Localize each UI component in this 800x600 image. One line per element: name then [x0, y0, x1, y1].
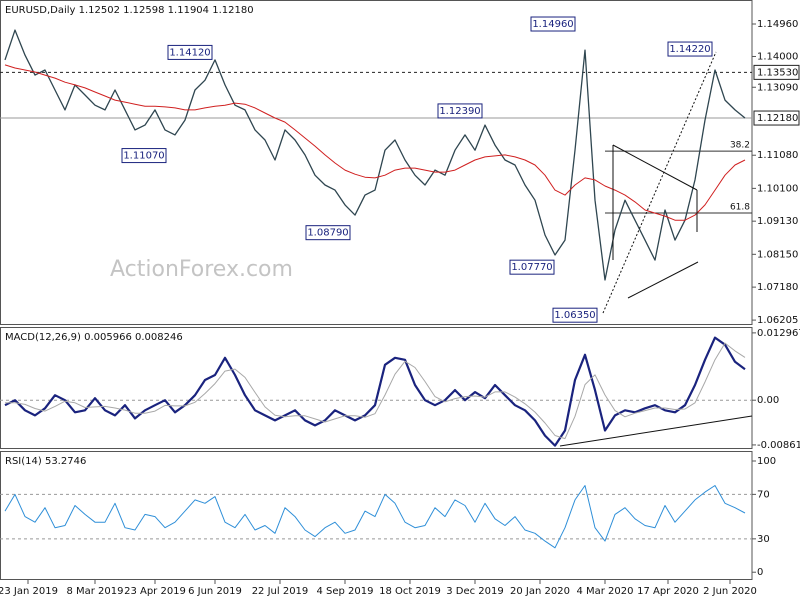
x-tick-label: 18 Oct 2019: [379, 586, 441, 597]
y-tick-label: 1.09130: [757, 216, 798, 227]
y-tick-label: 1.08150: [757, 249, 798, 260]
level-box: [753, 110, 800, 126]
macd-trendline: [559, 415, 753, 447]
annotation-label: 1.08790: [307, 228, 348, 239]
y-tick-label: 1.10100: [757, 183, 798, 194]
panel-frame: [0, 327, 753, 449]
panel-title: MACD(12,26,9) 0.005966 0.008246: [5, 332, 183, 343]
annotation-label: 1.06350: [554, 310, 595, 321]
y-tick-label: 100: [757, 456, 776, 467]
x-tick-label: 23 Apr 2019: [124, 586, 186, 597]
y-tick-label: 1.06205: [757, 315, 798, 326]
annotation-box: [667, 41, 713, 57]
fib-label: 38.2: [730, 141, 750, 151]
panel-title: EURUSD,Daily 1.12502 1.12598 1.11904 1.1…: [5, 5, 254, 16]
panel-frame: [0, 451, 753, 580]
y-tick-label: 0.00: [757, 395, 779, 406]
series-line: [4, 29, 746, 281]
panel-frame: [0, 0, 753, 325]
triangle-upper: [612, 144, 698, 191]
annotation-label: 1.11070: [123, 151, 164, 162]
x-tick-label: 22 Jul 2019: [252, 586, 309, 597]
annotation-box: [305, 225, 351, 241]
y-tick-label: 1.07180: [757, 282, 798, 293]
annotation-label: 1.12390: [439, 106, 480, 117]
y-tick-label: 30: [757, 534, 770, 545]
annotation-box: [530, 16, 576, 32]
x-tick-label: 20 Jan 2020: [510, 586, 570, 597]
annotation-box: [509, 259, 555, 275]
series-line: [4, 336, 746, 447]
y-tick-label: 1.14960: [757, 19, 798, 30]
fib-label: 61.8: [730, 203, 750, 213]
x-tick-label: 2 Jun 2020: [703, 586, 757, 597]
y-tick-label: 1.13090: [757, 82, 798, 93]
panel-title: RSI(14) 53.2746: [5, 456, 86, 467]
level-label: 1.12180: [757, 113, 798, 124]
annotation-box: [552, 307, 598, 323]
x-tick-label: 23 Jan 2019: [0, 586, 58, 597]
x-tick-label: 8 Mar 2019: [66, 586, 123, 597]
annotation-box: [121, 148, 167, 164]
y-tick-label: 1.11080: [757, 150, 798, 161]
y-tick-label: 0: [757, 567, 763, 578]
x-tick-label: 3 Dec 2019: [446, 586, 504, 597]
x-tick-label: 17 Apr 2020: [637, 586, 699, 597]
series-line: [4, 64, 746, 221]
annotation-box: [167, 44, 213, 60]
annotation-box: [437, 103, 483, 119]
y-tick-label: 0.012967: [757, 328, 800, 339]
annotation-label: 1.07770: [511, 262, 552, 273]
drawings: [559, 51, 753, 447]
y-tick-label: -0.008616: [757, 440, 800, 451]
y-tick-label: 1.14000: [757, 51, 798, 62]
level-box: [753, 64, 800, 80]
watermark: ActionForex.com: [110, 257, 293, 282]
annotation-label: 1.14960: [532, 19, 573, 30]
y-tick-label: 70: [757, 489, 770, 500]
x-tick-label: 6 Jun 2019: [188, 586, 242, 597]
annotation-label: 1.14120: [169, 47, 210, 58]
annotation-label: 1.14220: [669, 44, 710, 55]
trend-dotted: [602, 51, 717, 314]
x-tick-label: 4 Mar 2020: [576, 586, 633, 597]
series-line: [5, 342, 746, 440]
series-line: [4, 485, 746, 549]
triangle-lower: [627, 261, 699, 299]
level-label: 1.13530: [757, 67, 798, 78]
x-tick-label: 4 Sep 2019: [316, 586, 373, 597]
